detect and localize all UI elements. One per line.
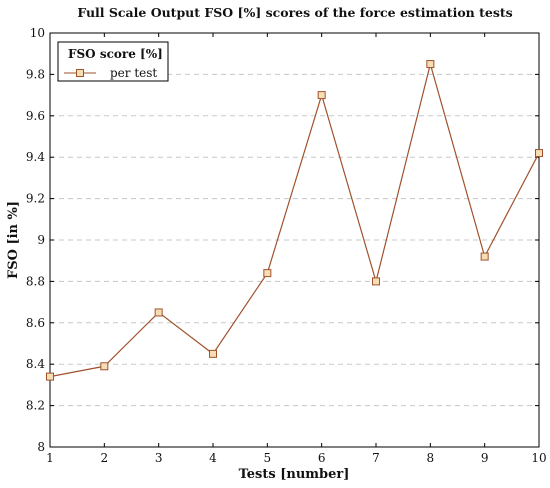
- series-per-test: [46, 60, 543, 381]
- legend: FSO score [%] per test: [57, 41, 169, 82]
- grid-lines: [50, 73, 539, 407]
- x-tick-label-6: 6: [318, 451, 326, 465]
- y-tick-label-9: 9: [37, 233, 45, 247]
- legend-title: FSO score [%]: [68, 47, 163, 61]
- y-tick-label-9.4: 9.4: [26, 150, 45, 164]
- data-point-test-6: [317, 91, 326, 100]
- legend-marker-swatch: [76, 69, 84, 77]
- y-tick-label-9.8: 9.8: [26, 67, 45, 81]
- x-tick-label-9: 9: [481, 451, 489, 465]
- x-axis-label: Tests [number]: [239, 467, 350, 482]
- x-tick-label-7: 7: [372, 451, 380, 465]
- series-line-0: [49, 61, 540, 378]
- y-tick-label-8.8: 8.8: [26, 274, 45, 288]
- x-tick-label-3: 3: [155, 451, 163, 465]
- y-tick-label-8.6: 8.6: [26, 316, 45, 330]
- data-point-test-8: [426, 60, 435, 69]
- axis-ticks: [49, 32, 540, 448]
- x-tick-label-1: 1: [46, 451, 54, 465]
- y-tick-label-10: 10: [30, 26, 45, 40]
- legend-entry-per-test: per test: [110, 66, 157, 80]
- x-tick-label-4: 4: [209, 451, 217, 465]
- y-tick-label-8: 8: [37, 440, 45, 454]
- data-point-test-2: [100, 362, 109, 371]
- y-tick-label-9.2: 9.2: [26, 192, 45, 206]
- data-point-test-4: [209, 349, 217, 358]
- chart-title: Full Scale Output FSO [%] scores of the …: [77, 5, 512, 20]
- y-tick-label-8.2: 8.2: [26, 399, 45, 413]
- x-tick-label-5: 5: [264, 451, 272, 465]
- data-point-test-9: [480, 252, 489, 261]
- x-tick-label-8: 8: [427, 451, 435, 465]
- data-point-test-1: [46, 372, 54, 381]
- x-tick-label-2: 2: [101, 451, 109, 465]
- y-tick-label-8.4: 8.4: [26, 357, 45, 371]
- y-tick-labels: 8 8.2 8.4 8.6 8.8 9 9.2 9.4 9.6 9.8 10: [26, 26, 45, 454]
- y-axis-label: FSO [in %]: [6, 201, 21, 279]
- data-point-test-3: [154, 308, 163, 317]
- data-point-test-10: [535, 149, 543, 158]
- y-tick-label-9.6: 9.6: [26, 109, 45, 123]
- data-point-test-5: [263, 269, 272, 278]
- x-tick-label-10: 10: [531, 451, 546, 465]
- data-point-test-7: [372, 277, 380, 286]
- x-tick-labels: 1 2 3 4 5 6 7 8 9 10: [46, 451, 546, 465]
